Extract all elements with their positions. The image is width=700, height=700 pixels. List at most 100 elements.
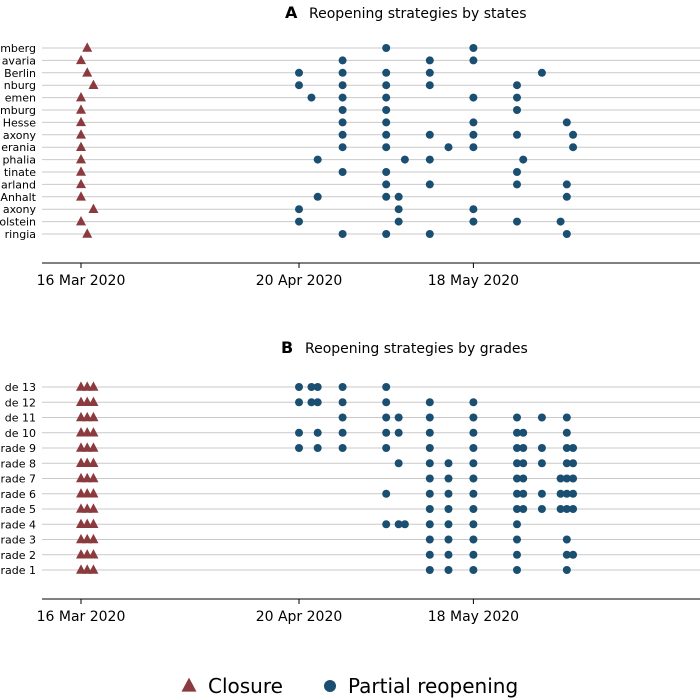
panel-b-partial-mark	[513, 520, 521, 529]
panel-a-partial-mark	[382, 81, 391, 90]
panel-a-closure-mark	[76, 92, 86, 102]
panel-b-partial-mark	[382, 398, 391, 407]
panel-a-closure-mark	[76, 54, 86, 65]
panel-b-partial-mark	[469, 550, 478, 559]
panel-a-partial-mark	[382, 130, 391, 139]
panel-b-partial-mark	[394, 413, 403, 422]
panel-a-partial-mark	[394, 217, 403, 226]
panel-b-closure-mark	[88, 503, 99, 513]
panel-b-partial-mark	[338, 398, 347, 407]
panel-a-partial-mark	[537, 68, 546, 77]
panel-b-partial-mark	[295, 398, 303, 407]
panel-b-row-label: rade 4	[0, 518, 36, 531]
panel-a-closure-mark	[82, 228, 93, 238]
panel-b-partial-mark	[425, 566, 434, 574]
panel-b-partial-mark	[469, 474, 478, 483]
panel-b-partial-mark	[469, 520, 478, 529]
panel-b-row-label: de 13	[5, 381, 36, 394]
panel-a-partial-mark	[513, 106, 521, 114]
panel-a-closure-mark	[82, 67, 93, 77]
panel-a-partial-mark	[338, 230, 347, 238]
panel-b-partial-mark	[562, 566, 571, 574]
panel-b-partial-mark	[562, 550, 571, 559]
panel-a-partial-mark	[469, 143, 478, 152]
panel-b-partial-mark	[394, 520, 403, 529]
panel-b-partial-mark	[519, 505, 528, 513]
panel-a-partial-mark	[569, 143, 578, 152]
panel-b-partial-mark	[382, 428, 391, 437]
panel-a-partial-mark	[295, 217, 303, 226]
panel-b-partial-mark	[313, 428, 322, 437]
panel-b-row-label: de 10	[5, 427, 36, 440]
panel-a-partial-mark	[425, 130, 434, 139]
panel-a-partial-mark	[556, 217, 565, 226]
panel-b-partial-mark	[469, 459, 478, 468]
panel-b-row-label: rade 9	[0, 442, 36, 455]
panel-b-partial-mark	[425, 520, 434, 529]
panel-b-partial-mark	[513, 444, 521, 452]
panel-a-partial-mark	[562, 118, 571, 127]
panel-a-partial-mark	[425, 180, 434, 189]
panel-b-partial-mark	[313, 383, 322, 391]
panel-a-partial-mark	[338, 106, 347, 114]
panel-a-partial-mark	[307, 93, 316, 102]
panel-b-closure-mark	[88, 381, 99, 391]
panel-b-row-label: de 12	[5, 396, 36, 409]
panel-b-partial-mark	[400, 520, 409, 529]
panel-a-partial-mark	[295, 68, 303, 77]
panel-a-marks	[76, 42, 578, 238]
panel-a-x-tick-label: 20 Apr 2020	[256, 273, 343, 289]
panel-a-title: Reopening strategies by states	[309, 6, 527, 22]
panel-b-partial-mark	[444, 505, 453, 513]
panel-b-closure-mark	[88, 396, 99, 407]
panel-a-closure-mark	[76, 178, 86, 189]
panel-a-partial-mark	[469, 118, 478, 127]
panel-b-partial-mark	[513, 474, 521, 483]
legend-closure-label: Closure	[208, 674, 283, 698]
panel-a-partial-mark	[513, 180, 521, 189]
panel-a-partial-mark	[394, 192, 403, 201]
panel-a-partial-mark	[469, 44, 478, 52]
panel-b-partial-mark	[519, 474, 528, 483]
panel-b-partial-mark	[562, 535, 571, 544]
panel-b-partial-mark	[537, 505, 546, 513]
panel-b-partial-mark	[562, 444, 571, 452]
panel-b-row-label: rade 5	[0, 503, 36, 516]
panel-a-partial-mark	[338, 168, 347, 176]
panel-a-partial-mark	[562, 230, 571, 238]
panel-a-closure-mark	[76, 116, 86, 127]
panel-b-partial-mark	[513, 459, 521, 468]
panel-b-partial-mark	[307, 383, 316, 391]
panel-a-row-label: phalia	[2, 154, 36, 167]
panel-a-partial-mark	[425, 155, 434, 164]
panel-a-closure-mark	[88, 79, 99, 89]
panel-b-partial-mark	[519, 489, 528, 498]
panel-a-closure-mark	[88, 203, 99, 213]
panel-b-partial-mark	[394, 459, 403, 468]
panel-b-closure-mark	[88, 457, 99, 468]
panel-b-row-label: rade 1	[0, 564, 36, 577]
panel-a-closure-mark	[76, 191, 86, 201]
panel-b-partial-mark	[562, 428, 571, 437]
panel-a-row-label: Hesse	[3, 116, 37, 129]
panel-b-partial-mark	[513, 413, 521, 422]
panel-a-x-ticks: 16 Mar 2020 20 Apr 2020 18 May 2020	[37, 263, 519, 289]
panel-b-partial-mark	[569, 474, 578, 483]
panel-a-partial-mark	[562, 180, 571, 189]
panel-a-row-label: tinate	[4, 166, 36, 179]
panel-b-partial-mark	[382, 383, 391, 391]
panel-b-gridlines	[42, 386, 700, 571]
panel-b-partial-mark	[519, 444, 528, 452]
panel-b-partial-mark	[425, 444, 434, 452]
panel-b-partial-mark	[569, 444, 578, 452]
panel-a-partial-mark	[513, 217, 521, 226]
panel-a-partial-mark	[382, 44, 391, 52]
panel-b-partial-mark	[469, 489, 478, 498]
panel-a-closure-mark	[76, 154, 86, 164]
panel-a-closure-mark	[76, 216, 86, 226]
panel-a-x-tick-label: 18 May 2020	[428, 273, 519, 289]
panel-b-partial-mark	[295, 383, 303, 391]
panel-b-closure-mark	[88, 549, 99, 559]
panel-a-row-label: axony	[3, 129, 37, 142]
